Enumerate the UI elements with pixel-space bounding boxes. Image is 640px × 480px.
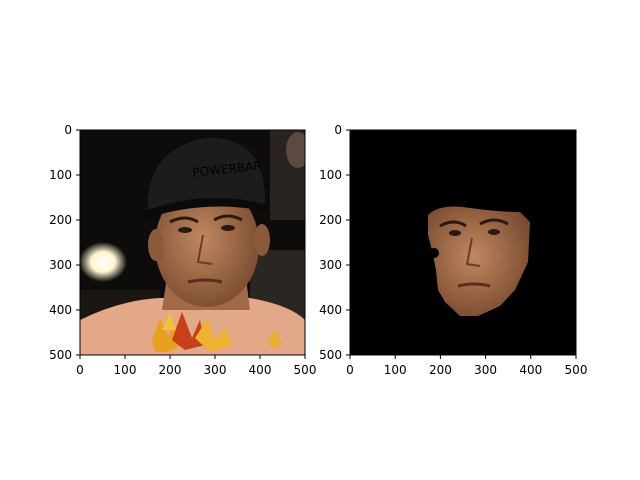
right-y-tick-label: 0 [334,123,342,137]
left-x-tick-label: 400 [249,363,272,377]
stage-light [80,242,127,282]
left-y-tick-label: 200 [49,213,72,227]
right-image [350,130,576,355]
cap [147,137,265,215]
right-x-tick-label: 400 [519,363,542,377]
left-axes-frame [79,129,306,356]
left-x-tick-label: 0 [76,363,84,377]
right-y-tick-label: 400 [319,303,342,317]
left-x-tick-label: 100 [114,363,137,377]
axis-ticks: 0 100 200 300 400 500 0 100 200 300 400 500 0 100 200 3… [49,123,587,377]
autumn-leaves [152,312,282,352]
right-x-tick-label: 0 [346,363,354,377]
right-y-tick-label: 500 [319,348,342,362]
right-x-tick-label: 500 [565,363,588,377]
right-y-tick-label: 300 [319,258,342,272]
left-y-tick-label: 500 [49,348,72,362]
torso [80,298,305,355]
left-y-tick-label: 400 [49,303,72,317]
right-x-tick-label: 300 [474,363,497,377]
left-x-tick-label: 200 [159,363,182,377]
left-image: POWERBAR [80,130,305,355]
right-x-tick-label: 200 [429,363,452,377]
right-y-tick-label: 200 [319,213,342,227]
left-y-tick-label: 100 [49,168,72,182]
right-axes-frame [349,129,577,356]
face [155,183,259,307]
left-x-tick-label: 300 [204,363,227,377]
left-y-tick-label: 0 [64,123,72,137]
left-x-tick-label: 500 [294,363,317,377]
right-y-tick-label: 100 [319,168,342,182]
left-y-tick-label: 300 [49,258,72,272]
right-x-tick-label: 100 [384,363,407,377]
